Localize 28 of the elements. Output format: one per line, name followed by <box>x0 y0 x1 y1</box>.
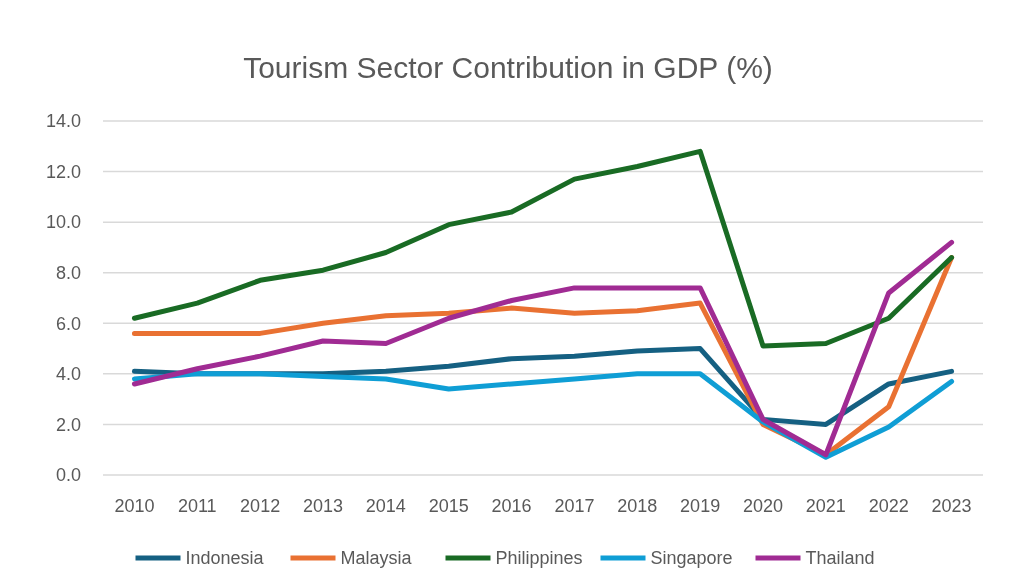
x-tick-label: 2013 <box>302 496 344 516</box>
y-tick-label: 12.0 <box>45 161 81 182</box>
x-tick-label: 2011 <box>177 496 217 516</box>
y-tick-label: 8.0 <box>55 263 81 284</box>
legend-label: Thailand <box>805 548 875 569</box>
legend-label: Singapore <box>650 548 733 569</box>
x-tick-label: 2017 <box>554 496 595 516</box>
x-tick-label: 2015 <box>428 496 469 516</box>
legend-label: Philippines <box>495 548 583 569</box>
y-tick-label: 2.0 <box>55 414 81 435</box>
legend-label: Malaysia <box>340 548 413 569</box>
chart-title: Tourism Sector Contribution in GDP (%) <box>243 51 773 84</box>
x-tick-label: 2023 <box>931 496 972 516</box>
y-tick-label: 6.0 <box>55 313 81 334</box>
x-tick-label: 2022 <box>868 496 909 516</box>
x-tick-label: 2012 <box>240 496 281 516</box>
y-tick-label: 0.0 <box>55 465 81 486</box>
y-tick-label: 14.0 <box>45 111 81 132</box>
x-tick-label: 2014 <box>365 496 406 516</box>
y-tick-label: 10.0 <box>45 212 81 233</box>
x-tick-label: 2010 <box>114 496 155 516</box>
x-tick-label: 2018 <box>617 496 658 516</box>
legend-label: Indonesia <box>185 548 265 569</box>
x-tick-label: 2021 <box>805 496 846 516</box>
y-tick-label: 4.0 <box>55 364 81 385</box>
x-tick-label: 2019 <box>680 496 721 516</box>
x-tick-label: 2020 <box>742 496 784 516</box>
x-tick-label: 2016 <box>491 496 532 516</box>
